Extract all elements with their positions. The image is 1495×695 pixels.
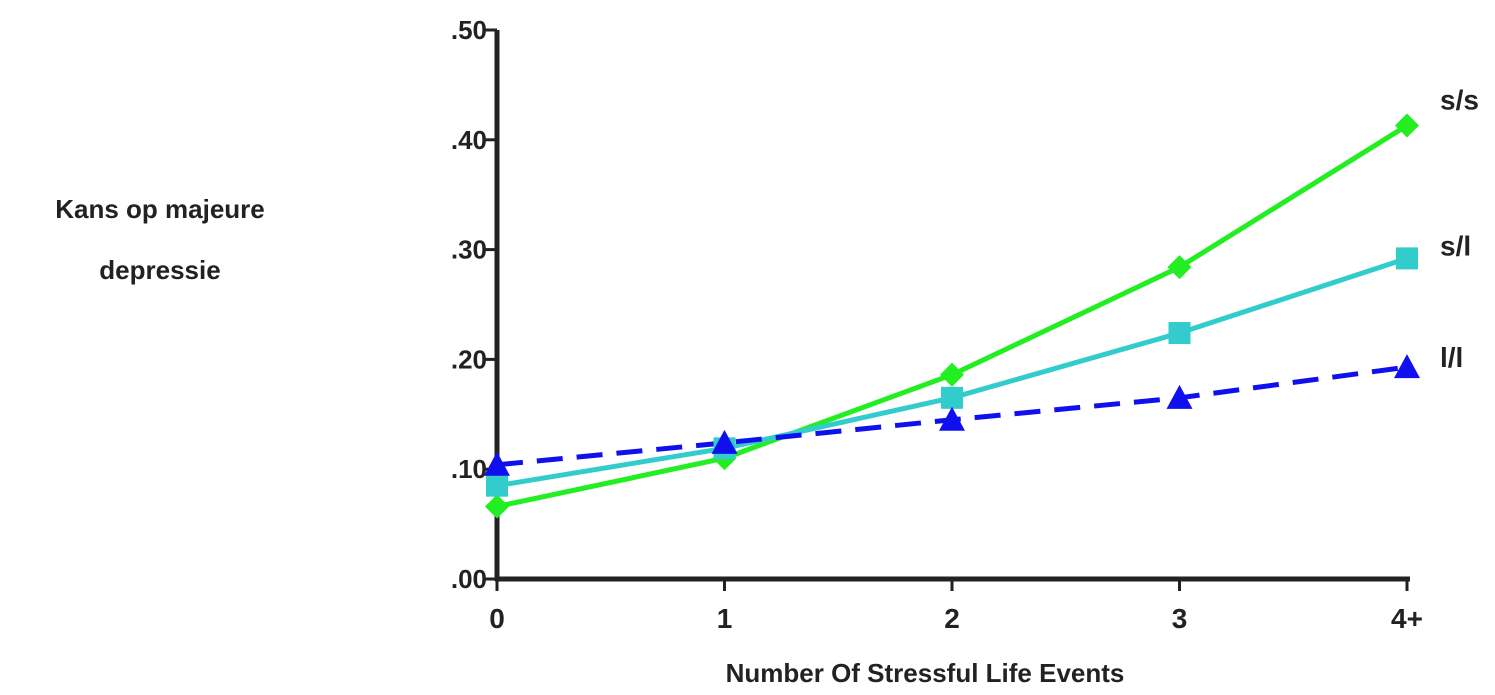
- data-point-diamond: [940, 362, 964, 387]
- y-tick-label: .50: [451, 15, 487, 45]
- y-axis-title-line-1: Kans op majeure: [55, 194, 265, 224]
- x-axis-title: Number Of Stressful Life Events: [726, 658, 1125, 688]
- data-point-square: [941, 386, 963, 409]
- data-point-square: [1168, 322, 1191, 345]
- data-point-triangle: [484, 451, 510, 476]
- y-tick-label: .10: [451, 454, 487, 484]
- data-point-square: [486, 474, 508, 497]
- x-tick-label: 3: [1172, 603, 1188, 634]
- series-label-s-l: s/l: [1440, 230, 1471, 261]
- data-point-triangle: [1166, 384, 1193, 409]
- series-label-s-s: s/s: [1440, 85, 1479, 116]
- data-point-diamond: [485, 494, 509, 519]
- data-point-diamond: [1395, 113, 1419, 138]
- x-tick-label: 0: [489, 603, 505, 634]
- y-ticks: .00 .10 .20 .30 .40 .50: [451, 15, 497, 594]
- y-tick-label: .00: [451, 564, 487, 594]
- axes: [494, 30, 1410, 582]
- series-markers: [484, 113, 1420, 519]
- x-tick-label: 4+: [1391, 603, 1423, 634]
- data-point-triangle: [939, 406, 965, 431]
- series-label-l-l: l/l: [1440, 342, 1463, 373]
- x-tick-label: 1: [717, 603, 733, 634]
- x-ticks: 0 1 2 3 4+: [489, 579, 1423, 634]
- y-axis-title-line-2: depressie: [99, 255, 220, 285]
- series-labels: s/s s/l l/l: [1440, 85, 1479, 374]
- data-point-triangle: [711, 429, 738, 454]
- series-lines: [496, 123, 1409, 509]
- y-tick-label: .40: [451, 125, 487, 155]
- y-tick-label: .30: [451, 235, 487, 265]
- x-tick-label: 2: [944, 603, 960, 634]
- data-point-diamond: [1167, 255, 1192, 280]
- y-tick-label: .20: [451, 344, 487, 374]
- data-point-triangle: [1394, 354, 1420, 379]
- data-point-square: [1396, 247, 1418, 270]
